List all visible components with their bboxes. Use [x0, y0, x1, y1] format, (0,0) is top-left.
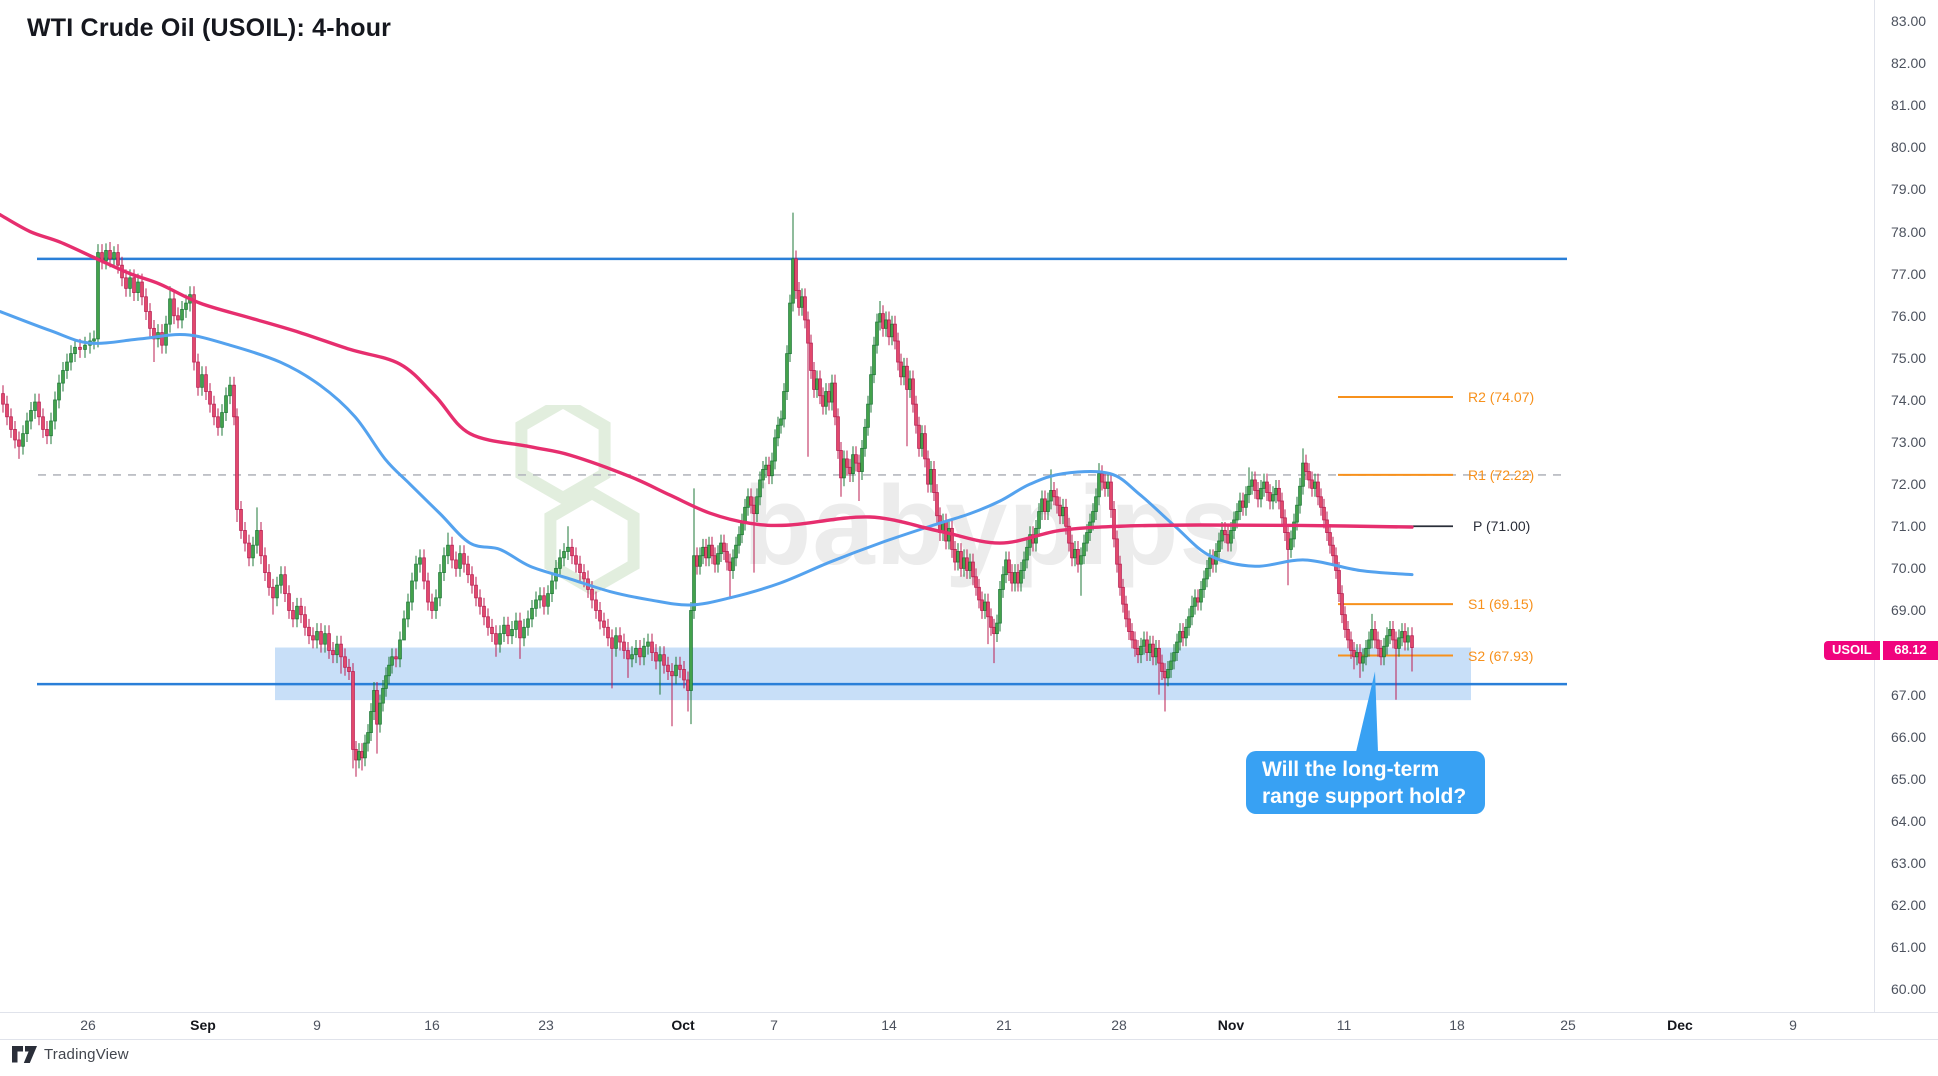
- price-tick-label: 61.00: [1891, 939, 1927, 956]
- time-tick-label: 26: [80, 1017, 96, 1033]
- time-tick-label: 18: [1449, 1017, 1465, 1033]
- time-tick-label-month: Dec: [1667, 1017, 1693, 1033]
- moving-average-pink[interactable]: [0, 212, 1414, 545]
- candles: [1, 212, 1414, 777]
- pivot-label-R2: R2 (74.07): [1468, 388, 1535, 405]
- pivot-label-P: P (71.00): [1473, 518, 1531, 535]
- time-tick-label: 9: [313, 1017, 321, 1033]
- price-tick-label: 63.00: [1891, 855, 1927, 872]
- price-tick-label: 80.00: [1891, 139, 1927, 156]
- time-tick-label: 23: [538, 1017, 554, 1033]
- time-tick-label: 7: [770, 1017, 778, 1033]
- price-tick-label: 73.00: [1891, 434, 1927, 451]
- annotation-line-2: range support hold?: [1262, 785, 1467, 808]
- symbol-price-flag[interactable]: USOIL 68.12: [1824, 641, 1938, 660]
- price-tick-label: 81.00: [1891, 97, 1927, 114]
- price-tick-label: 82.00: [1891, 55, 1927, 72]
- price-tick-label: 71.00: [1891, 518, 1927, 535]
- annotation-callout[interactable]: Will the long-term range support hold?: [1246, 751, 1485, 814]
- price-tick-label: 69.00: [1891, 602, 1927, 619]
- tradingview-icon: [12, 1046, 37, 1063]
- pivot-label-R1: R1 (72.22): [1468, 466, 1535, 483]
- time-tick-label-month: Oct: [671, 1017, 695, 1033]
- price-tick-label: 75.00: [1891, 349, 1927, 366]
- price-axis[interactable]: 83.00 82.00 81.00 80.00 79.00 78.00 77.00 76.00…: [1874, 0, 1938, 1038]
- pivot-label-S1: S1 (69.15): [1468, 596, 1534, 613]
- moving-average-blue[interactable]: [0, 310, 1414, 607]
- annotation-line-1: Will the long-term: [1262, 758, 1440, 781]
- time-tick-label: 16: [424, 1017, 440, 1033]
- price-tick-label: 77.00: [1891, 265, 1927, 282]
- price-tick-label: 67.00: [1891, 686, 1927, 703]
- price-tick-label: 62.00: [1891, 897, 1927, 914]
- support-zone[interactable]: [275, 647, 1471, 701]
- price-tick-label: 83.00: [1891, 13, 1927, 29]
- time-tick-label: 9: [1789, 1017, 1797, 1033]
- price-tick-label: 60.00: [1891, 981, 1927, 998]
- time-tick-label: 11: [1336, 1017, 1352, 1033]
- price-tick-label: 66.00: [1891, 728, 1927, 745]
- time-axis[interactable]: 26 Sep 9 16 23 Oct 7 14 21 28 Nov 11 18 25 Dec 9: [0, 1012, 1938, 1040]
- price-tick-label: 65.00: [1891, 770, 1927, 787]
- price-tick-label: 78.00: [1891, 223, 1927, 240]
- price-tick-label: 70.00: [1891, 560, 1927, 577]
- time-tick-label-month: Sep: [190, 1017, 216, 1033]
- annotation-callout-tail[interactable]: [1356, 671, 1378, 752]
- time-tick-label: 25: [1560, 1017, 1576, 1033]
- time-tick-label: 28: [1111, 1017, 1127, 1033]
- price-tick-label: 79.00: [1891, 181, 1927, 198]
- symbol-flag-label[interactable]: USOIL: [1824, 641, 1880, 660]
- tradingview-label: TradingView: [44, 1046, 129, 1063]
- tradingview-logo[interactable]: TradingView: [12, 1046, 129, 1063]
- time-tick-label: 21: [996, 1017, 1012, 1033]
- price-tick-label: 74.00: [1891, 391, 1927, 408]
- price-tick-label: 72.00: [1891, 476, 1927, 493]
- price-tick-label: 64.00: [1891, 812, 1927, 829]
- time-tick-label: 14: [881, 1017, 897, 1033]
- chart-title: WTI Crude Oil (USOIL): 4-hour: [27, 14, 392, 42]
- pivot-label-S2: S2 (67.93): [1468, 647, 1534, 664]
- last-price-label: 68.12: [1883, 641, 1938, 660]
- price-tick-label: 76.00: [1891, 307, 1927, 324]
- time-tick-label-month: Nov: [1217, 1017, 1245, 1033]
